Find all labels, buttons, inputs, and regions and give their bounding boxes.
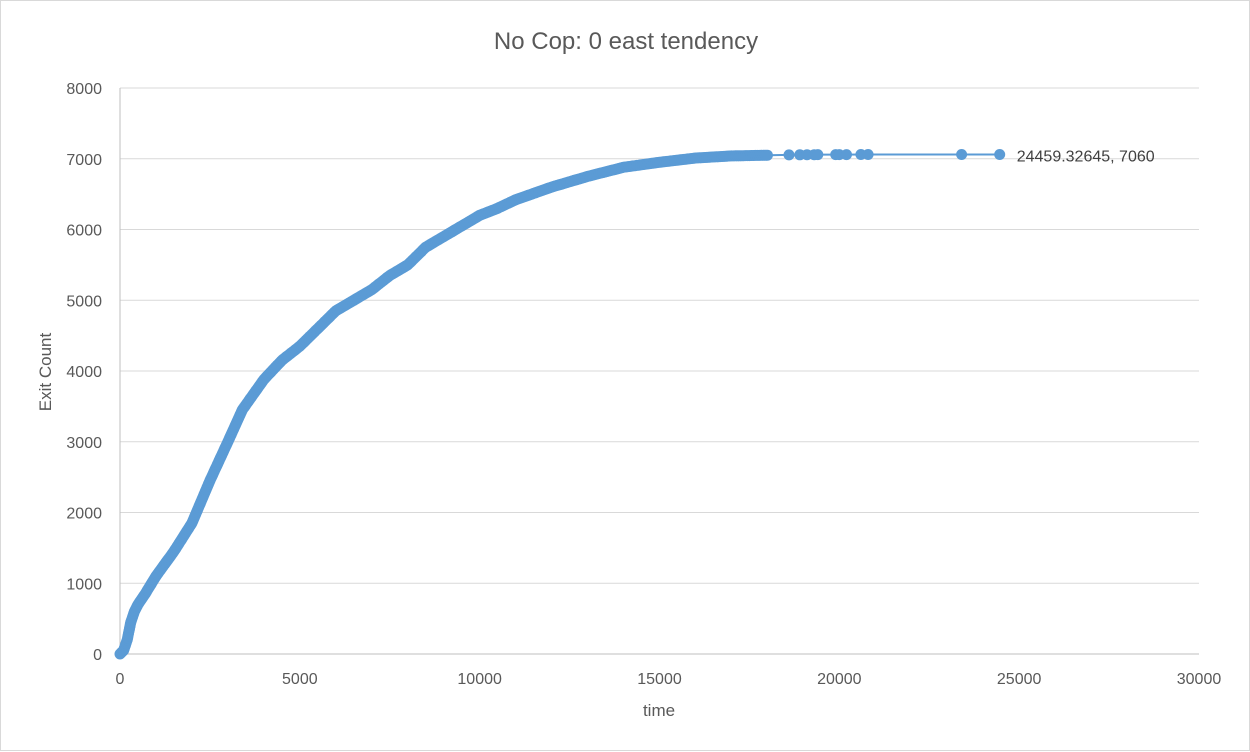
y-axis-label: Exit Count [36,333,55,412]
data-series [114,149,1006,660]
y-tick-label: 3000 [66,435,102,452]
x-tick-label: 15000 [637,671,682,688]
y-tick-label: 2000 [66,506,102,523]
x-tick-label: 10000 [457,671,502,688]
data-point [783,149,795,161]
x-tick-label: 25000 [997,671,1042,688]
y-tick-label: 7000 [66,152,102,169]
y-tick-label: 5000 [66,293,102,310]
y-tick-label: 1000 [66,576,102,593]
y-tick-label: 4000 [66,364,102,381]
x-axis-label: time [643,701,675,720]
y-axis-ticks: 0 1000 2000 3000 4000 5000 6000 7000 8000 [66,81,102,664]
data-point [994,149,1006,160]
gridlines [119,87,1199,655]
data-point [862,149,874,160]
x-tick-label: 30000 [1177,671,1222,688]
data-point [812,149,824,161]
data-point [956,149,968,160]
data-point [841,149,852,161]
data-point [761,149,773,161]
x-tick-label: 0 [116,671,125,688]
y-tick-label: 6000 [66,223,102,240]
y-tick-label: 8000 [66,81,102,98]
x-tick-label: 5000 [282,671,318,688]
x-axis-ticks: 0 5000 10000 15000 20000 25000 30000 [116,671,1222,688]
y-tick-label: 0 [93,647,102,664]
data-label: 24459.32645, 7060 [1017,149,1155,166]
x-tick-label: 20000 [817,671,862,688]
chart-title: No Cop: 0 east tendency [494,28,758,55]
